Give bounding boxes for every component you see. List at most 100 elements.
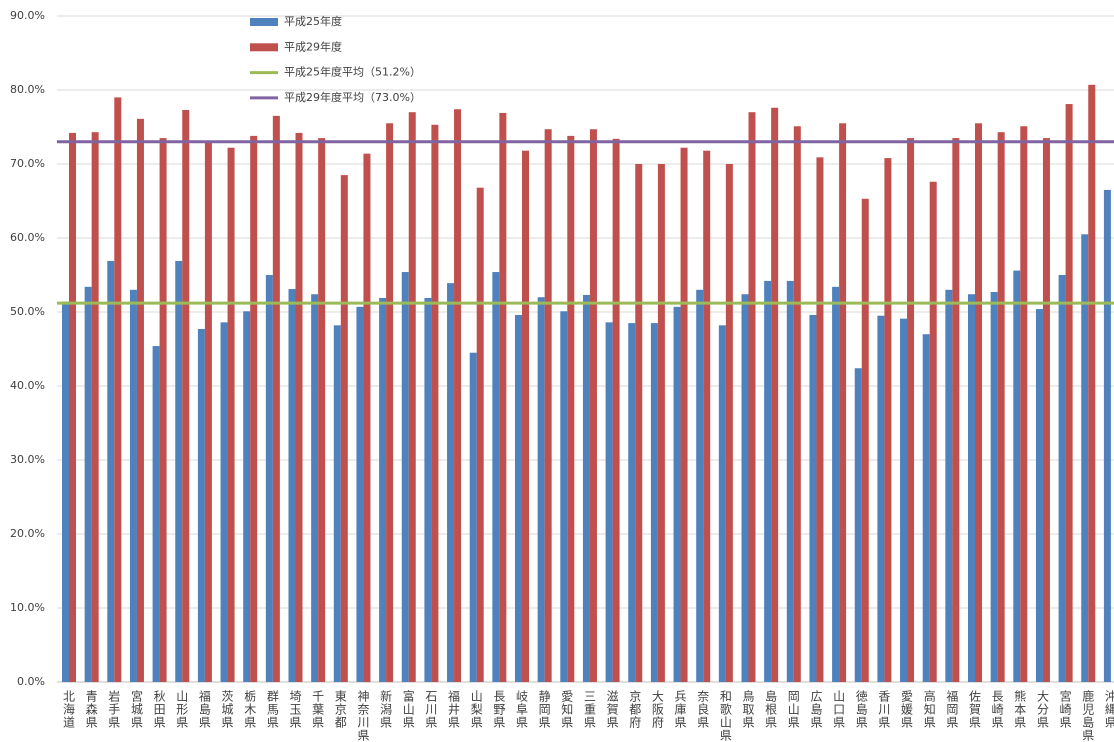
bar (62, 301, 69, 682)
x-tick-label: 宮崎県 (1058, 689, 1072, 729)
bar (288, 289, 296, 682)
x-tick-label: 兵庫県 (673, 690, 687, 729)
bar (748, 112, 756, 682)
x-tick-label: 岩手県 (107, 689, 121, 729)
x-tick-label: 佐賀県 (968, 690, 982, 729)
bar (650, 323, 658, 682)
bar (91, 132, 99, 682)
bar (544, 129, 552, 683)
bar (945, 289, 953, 682)
x-tick-label: 茨城県 (220, 690, 234, 729)
bar (379, 297, 387, 682)
x-tick-label: 愛媛県 (900, 690, 914, 729)
bar (764, 280, 772, 682)
bar (401, 272, 409, 682)
x-tick-label: 富山県 (401, 689, 415, 729)
bar (1065, 104, 1073, 682)
x-tick-label: 福島県 (197, 689, 211, 729)
bar (703, 150, 711, 682)
bar (884, 158, 892, 682)
x-tick-label: 奈良県 (696, 690, 710, 729)
bar (265, 275, 273, 682)
bar (295, 132, 303, 683)
bar (159, 138, 167, 683)
x-tick-label: 北海道 (62, 690, 76, 729)
bar (204, 141, 212, 683)
bar (431, 124, 439, 682)
y-tick-label: 0.0% (17, 675, 45, 688)
y-tick-label: 10.0% (10, 601, 45, 614)
x-tick-label: 千葉県 (311, 690, 325, 729)
bar (680, 147, 688, 683)
x-tick-label: 熊本県 (1013, 689, 1027, 729)
bar (975, 123, 982, 683)
bar (515, 314, 522, 682)
x-tick-label: 新潟県 (379, 689, 393, 729)
x-tick-label: 神奈川県 (356, 690, 370, 742)
x-tick-label: 高知県 (922, 689, 936, 729)
bar (900, 318, 908, 682)
x-tick-label: 沖縄県 (1103, 690, 1114, 729)
legend-swatch (250, 18, 278, 26)
bar (1103, 189, 1111, 682)
bar (589, 129, 597, 683)
x-tick-label: 山梨県 (469, 690, 483, 729)
x-tick-label: 岡山県 (786, 690, 800, 729)
y-tick-label: 80.0% (10, 83, 45, 96)
x-tick-label: 群馬県 (265, 690, 279, 729)
bar (612, 138, 620, 683)
x-tick-label: 埼玉県 (288, 690, 302, 729)
bar (809, 314, 817, 682)
bar (673, 306, 681, 682)
legend-label: 平成29年度 (284, 39, 342, 53)
bar (786, 280, 794, 682)
bar (175, 260, 183, 682)
bar (968, 294, 975, 682)
x-tick-label: 山口県 (832, 690, 846, 729)
x-tick-label: 山形県 (175, 690, 189, 729)
bar (929, 181, 937, 682)
bar (990, 292, 998, 682)
x-tick-label: 広島県 (809, 690, 823, 729)
x-tick-label: 福井県 (447, 689, 461, 729)
bar (311, 294, 319, 682)
x-tick-label: 三重県 (582, 690, 596, 729)
x-tick-label: 福岡県 (945, 689, 959, 729)
bar (997, 132, 1005, 682)
bar (197, 329, 205, 682)
bar (1013, 270, 1021, 682)
x-tick-label: 栃木県 (243, 690, 257, 729)
x-tick-label: 愛知県 (560, 690, 574, 729)
x-tick-label: 石川県 (424, 690, 438, 729)
x-tick-label: 滋賀県 (605, 690, 619, 729)
bar (129, 289, 137, 682)
bar (476, 187, 484, 682)
y-tick-label: 90.0% (10, 9, 45, 22)
bar (628, 323, 636, 682)
x-tick-label: 秋田県 (152, 690, 166, 729)
bar (107, 260, 115, 682)
bar (469, 352, 477, 682)
bar (877, 315, 885, 682)
bar (605, 322, 613, 682)
bar (318, 138, 326, 683)
legend-swatch (250, 43, 278, 52)
bar (69, 132, 76, 683)
y-tick-label: 40.0% (10, 379, 45, 392)
bar (537, 297, 545, 682)
x-tick-label: 京都府 (628, 690, 642, 729)
bar (340, 175, 348, 682)
x-tick-label: 長野県 (492, 690, 506, 729)
bar (1088, 84, 1096, 682)
bar (152, 346, 160, 682)
bar (408, 112, 416, 682)
x-tick-label: 香川県 (877, 690, 891, 729)
legend-label: 平成25年度 (284, 14, 342, 28)
x-tick-label: 和歌山県 (718, 690, 732, 742)
x-tick-label: 岐阜県 (515, 690, 529, 729)
bar (499, 112, 507, 682)
x-tick-label: 鳥取県 (741, 689, 755, 729)
bar (1020, 126, 1028, 682)
legend-label: 平成29年度平均（73.0%） (284, 90, 421, 104)
